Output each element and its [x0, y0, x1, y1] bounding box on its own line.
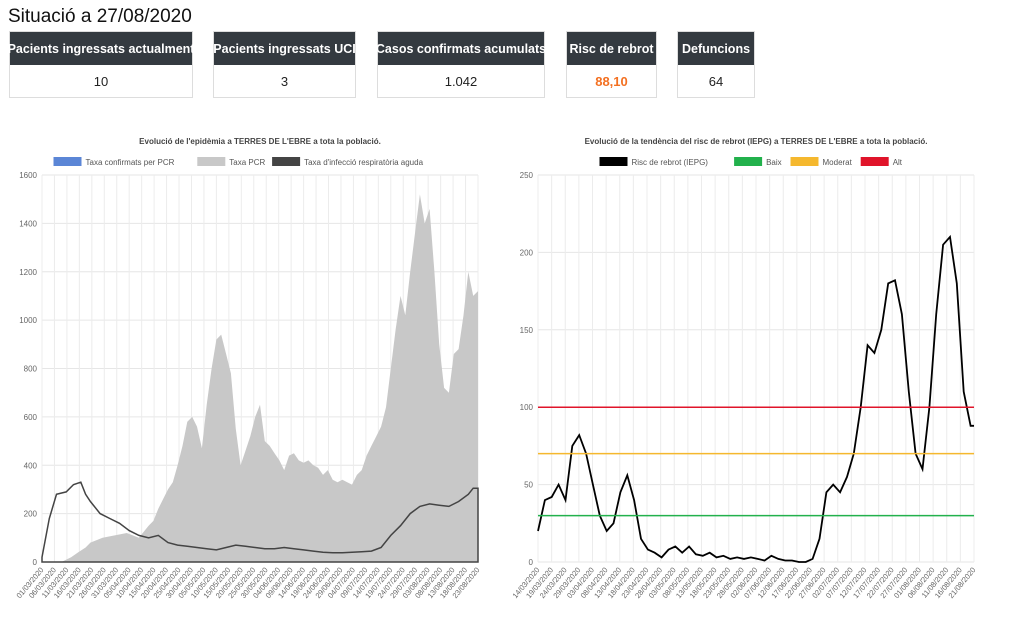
y-tick-label: 200 — [24, 510, 38, 519]
series-area — [41, 481, 479, 563]
legend-label: Risc de rebrot (IEPG) — [632, 158, 709, 167]
y-tick-label: 400 — [24, 461, 38, 470]
card-value: 3 — [280, 74, 289, 89]
epidemic-chart-svg: Evolució de l'epidèmia a TERRES DE L'EBR… — [15, 137, 482, 600]
legend-swatch — [734, 157, 763, 166]
legend-label: Taxa confirmats per PCR — [86, 158, 175, 167]
card-header: Pacients ingressats UCI — [213, 32, 356, 65]
legend-swatch — [53, 157, 82, 166]
chart-legend: Risc de rebrot (IEPG) Baix Moderat Alt — [599, 157, 903, 167]
card-value: 10 — [93, 74, 109, 89]
chart-title: Evolució de la tendència del risc de reb… — [585, 137, 928, 146]
grid — [537, 174, 975, 563]
card-header: Defuncions — [678, 32, 754, 65]
series-line — [537, 234, 974, 563]
legend-swatch — [790, 157, 819, 166]
card-current-admissions: Pacients ingressats actualment 10 — [8, 31, 194, 98]
legend-label: Moderat — [823, 158, 853, 167]
page-title: Situació a 27/08/2020 — [8, 6, 192, 27]
legend-label: Taxa PCR — [229, 158, 265, 167]
card-icu-admissions: Pacients ingressats UCI 3 — [213, 31, 356, 98]
y-tick-label: 800 — [24, 365, 38, 374]
legend-swatch — [197, 157, 226, 166]
y-tick-label: 0 — [529, 558, 534, 567]
card-confirmed-cases: Casos confirmats acumulats 1.042 — [376, 31, 546, 98]
legend-swatch — [860, 157, 889, 166]
legend-label: Baix — [766, 158, 782, 167]
y-tick-label: 1200 — [19, 268, 37, 277]
chart-title: Evolució de l'epidèmia a TERRES DE L'EBR… — [139, 137, 381, 146]
y-tick-label: 0 — [33, 558, 38, 567]
rebound-risk-chart: Evolució de la tendència del risc de reb… — [500, 130, 1000, 625]
legend-swatch — [599, 157, 628, 166]
series-area — [42, 194, 478, 562]
y-tick-label: 600 — [24, 413, 38, 422]
card-header: Pacients ingressats actualment — [8, 32, 194, 65]
legend-swatch — [272, 157, 301, 166]
y-tick-label: 1000 — [19, 316, 37, 325]
legend-label: Taxa d'infecció respiratòria aguda — [304, 158, 423, 167]
y-tick-label: 50 — [524, 481, 533, 490]
y-tick-label: 150 — [520, 326, 534, 335]
y-tick-label: 100 — [520, 403, 534, 412]
legend-label: Alt — [893, 158, 903, 167]
card-value: 64 — [708, 74, 724, 89]
card-rebound-risk: Risc de rebrot 88,10 — [566, 31, 657, 98]
rebound-risk-chart-svg: Evolució de la tendència del risc de reb… — [511, 137, 978, 600]
card-value: 88,10 — [595, 74, 628, 89]
y-tick-label: 1400 — [19, 219, 37, 228]
epidemic-chart: Evolució de l'epidèmia a TERRES DE L'EBR… — [0, 130, 500, 625]
card-value: 1.042 — [444, 74, 478, 89]
card-header: Risc de rebrot — [567, 32, 656, 65]
y-tick-label: 250 — [520, 171, 534, 180]
card-header: Casos confirmats acumulats — [376, 32, 546, 65]
y-tick-label: 200 — [520, 248, 534, 257]
chart-legend: Taxa confirmats per PCR Taxa PCR Taxa d'in… — [53, 157, 424, 167]
card-deaths: Defuncions 64 — [677, 31, 755, 98]
y-tick-label: 1600 — [19, 171, 37, 180]
